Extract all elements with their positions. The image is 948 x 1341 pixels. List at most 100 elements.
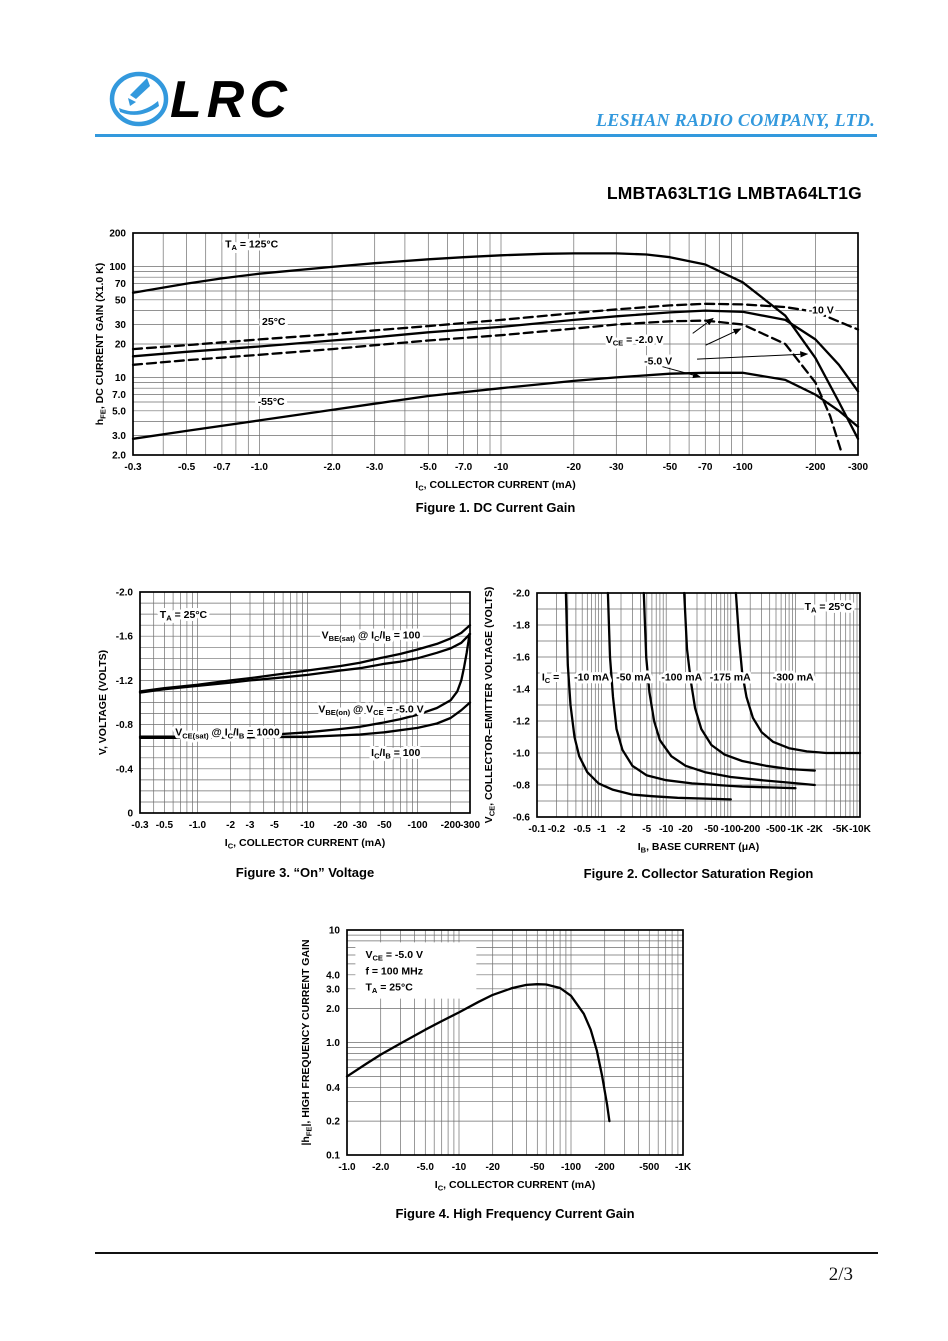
svg-text:IC, COLLECTOR CURRENT (mA): IC, COLLECTOR CURRENT (mA) [435, 1179, 595, 1193]
fig1-series [131, 252, 860, 440]
fig4-series [345, 983, 611, 1123]
svg-text:-300 mA: -300 mA [773, 671, 814, 683]
svg-text:-2.0: -2.0 [323, 462, 341, 473]
svg-text:-300 mA: -300 mA [773, 671, 814, 683]
svg-text:-0.3: -0.3 [131, 820, 149, 831]
svg-text:-0.5: -0.5 [156, 820, 174, 831]
svg-text:7.0: 7.0 [112, 390, 126, 401]
svg-text:f = 100 MHz: f = 100 MHz [365, 965, 422, 977]
svg-text:-10K: -10K [849, 824, 871, 835]
svg-text:-1.2: -1.2 [116, 676, 134, 687]
svg-text:-3.0: -3.0 [366, 462, 384, 473]
svg-text:-20: -20 [567, 462, 582, 473]
svg-text:-100: -100 [408, 820, 428, 831]
svg-text:2.0: 2.0 [326, 1004, 340, 1015]
svg-text:-20: -20 [485, 1162, 500, 1173]
svg-text:IC, COLLECTOR CURRENT (mA): IC, COLLECTOR CURRENT (mA) [415, 479, 575, 493]
svg-text:-2: -2 [617, 824, 626, 835]
svg-text:2.0: 2.0 [112, 451, 126, 462]
svg-text:-2.0: -2.0 [116, 588, 134, 599]
svg-text:TA = 25°C: TA = 25°C [160, 609, 208, 623]
svg-text:-10: -10 [452, 1162, 467, 1173]
svg-text:-0.6: -0.6 [513, 813, 531, 824]
svg-text:TA = 125°C: TA = 125°C [225, 238, 279, 252]
svg-text:-100 mA: -100 mA [661, 671, 702, 683]
svg-text:-1.0: -1.0 [338, 1162, 356, 1173]
svg-text:-50: -50 [377, 820, 392, 831]
svg-text:-30: -30 [609, 462, 624, 473]
svg-text:-1.6: -1.6 [116, 632, 134, 643]
svg-text:-10 mA: -10 mA [574, 671, 609, 683]
fig2-series [606, 591, 797, 790]
svg-text:-500: -500 [766, 824, 786, 835]
svg-text:-1.2: -1.2 [513, 717, 531, 728]
svg-text:70: 70 [115, 279, 127, 290]
svg-text:VCE, COLLECTOR–EMITTER VOLTAGE: VCE, COLLECTOR–EMITTER VOLTAGE (VOLTS) [483, 587, 497, 824]
footer-rule [95, 1252, 878, 1254]
svg-text:50: 50 [115, 295, 127, 306]
svg-text:VCE = -2.0 V: VCE = -2.0 V [606, 334, 663, 348]
svg-text:0.2: 0.2 [326, 1117, 340, 1128]
svg-text:-175 mA: -175 mA [710, 671, 751, 683]
svg-text:-200: -200 [805, 462, 825, 473]
svg-text:-100 mA: -100 mA [661, 671, 702, 683]
svg-text:-300: -300 [848, 462, 868, 473]
fig1-series [131, 319, 843, 452]
svg-text:3.0: 3.0 [326, 984, 340, 995]
svg-text:-1.0: -1.0 [251, 462, 269, 473]
fig1-series [131, 371, 860, 440]
svg-text:-30: -30 [353, 820, 368, 831]
svg-text:-2.0: -2.0 [372, 1162, 390, 1173]
fig2-series [683, 591, 816, 772]
svg-text:-0.5: -0.5 [178, 462, 196, 473]
svg-text:-1: -1 [597, 824, 606, 835]
svg-text:Figure 3. “On” Voltage: Figure 3. “On” Voltage [236, 865, 374, 880]
fig2-series [642, 591, 816, 787]
svg-text:VBE(sat) @ IC/IB = 100: VBE(sat) @ IC/IB = 100 [322, 629, 421, 643]
svg-text:-0.2: -0.2 [548, 824, 566, 835]
svg-text:4.0: 4.0 [326, 970, 340, 981]
svg-text:-10: -10 [659, 824, 674, 835]
svg-text:-5.0 V: -5.0 V [644, 355, 672, 367]
svg-text:-7.0: -7.0 [455, 462, 473, 473]
svg-text:-500: -500 [639, 1162, 659, 1173]
svg-text:-5: -5 [642, 824, 651, 835]
svg-text:-1.6: -1.6 [513, 653, 531, 664]
svg-text:-55°C: -55°C [258, 396, 285, 408]
svg-text:-1.8: -1.8 [513, 621, 531, 632]
svg-text:-175 mA: -175 mA [710, 671, 751, 683]
svg-text:f = 100 MHz: f = 100 MHz [365, 965, 422, 977]
svg-text:-1.4: -1.4 [513, 685, 531, 696]
svg-text:-200: -200 [441, 820, 461, 831]
svg-text:TA = 125°C: TA = 125°C [225, 238, 279, 252]
svg-text:-0.4: -0.4 [116, 764, 134, 775]
lrc-logo: LRC [109, 71, 292, 129]
fig3-series [138, 632, 472, 694]
svg-text:-10 V: -10 V [809, 304, 834, 316]
svg-text:20: 20 [115, 340, 127, 351]
svg-text:5.0: 5.0 [112, 406, 126, 417]
svg-text:200: 200 [109, 229, 126, 240]
logo-ellipse-icon [109, 71, 169, 127]
svg-text:100: 100 [109, 262, 126, 273]
svg-text:-10: -10 [494, 462, 509, 473]
svg-text:30: 30 [115, 320, 127, 331]
svg-text:-5.0 V: -5.0 V [644, 355, 672, 367]
svg-text:-200: -200 [740, 824, 760, 835]
svg-text:10: 10 [329, 926, 341, 937]
svg-text:-5K: -5K [832, 824, 849, 835]
svg-text:IC/IB = 100: IC/IB = 100 [371, 747, 420, 761]
company-name: LESHAN RADIO COMPANY, LTD. [595, 110, 875, 130]
svg-text:-5: -5 [270, 820, 279, 831]
svg-text:0.4: 0.4 [326, 1083, 340, 1094]
svg-text:-3: -3 [246, 820, 255, 831]
logo-text: LRC [170, 71, 292, 129]
svg-text:-0.8: -0.8 [513, 781, 531, 792]
svg-text:25°C: 25°C [262, 316, 286, 328]
svg-text:-10 mA: -10 mA [574, 671, 609, 683]
svg-text:Figure 4. High Frequency Curre: Figure 4. High Frequency Current Gain [395, 1206, 634, 1221]
svg-text:1.0: 1.0 [326, 1038, 340, 1049]
fig1-chart: -0.3 -0.5 -0.7 -1.0 -2.0 -3.0 -5.0 -7.0 -10 -20 -3… [94, 229, 868, 516]
svg-text:Figure 1. DC Current Gain: Figure 1. DC Current Gain [416, 500, 576, 515]
